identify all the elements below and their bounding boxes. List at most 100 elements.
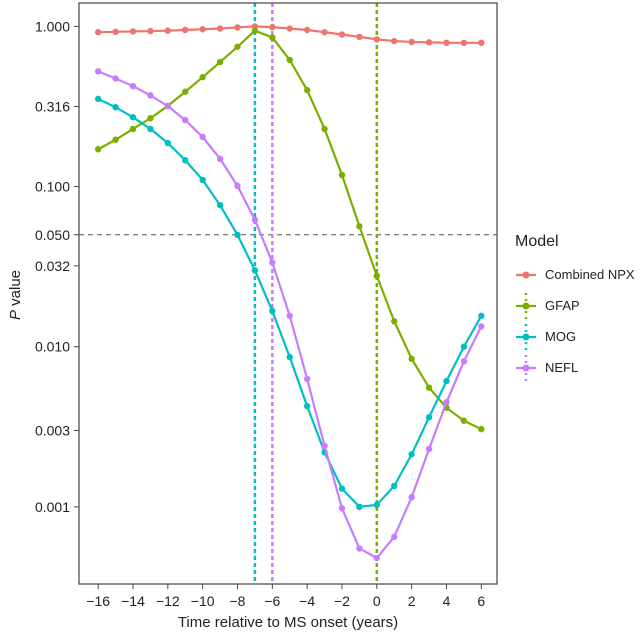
point-nefl	[269, 259, 276, 266]
point-combined-npx	[147, 27, 154, 35]
point-mog	[425, 414, 433, 421]
legend-label: MOG	[545, 329, 577, 344]
point-nefl	[356, 545, 363, 552]
plot-frame	[78, 2, 498, 585]
point-combined-npx	[94, 29, 102, 36]
point-gfap	[94, 146, 102, 153]
point-nefl	[338, 505, 346, 512]
point-gfap	[129, 125, 137, 133]
point-nefl	[425, 445, 433, 453]
point-nefl	[216, 155, 224, 163]
point-combined-npx	[234, 24, 241, 31]
y-tick-label: 0.032	[35, 258, 70, 274]
y-tick-label: 0.100	[35, 179, 70, 195]
point-mog	[478, 312, 485, 319]
point-combined-npx	[478, 39, 485, 47]
point-combined-npx	[408, 38, 415, 46]
point-mog	[338, 485, 346, 492]
series-line-mog	[97, 97, 483, 509]
point-gfap	[356, 223, 363, 230]
point-mog	[460, 343, 468, 350]
point-gfap	[199, 73, 206, 81]
point-combined-npx	[338, 31, 346, 38]
point-nefl	[164, 102, 172, 110]
x-tick-label: −2	[334, 593, 350, 609]
y-tick-label: 0.050	[35, 227, 70, 243]
legend-label: NEFL	[545, 360, 579, 375]
point-mog	[94, 95, 102, 103]
point-mog	[199, 176, 206, 184]
point-gfap	[373, 272, 381, 280]
point-combined-npx	[443, 39, 450, 47]
x-tick-label: 4	[443, 593, 451, 609]
x-tick-label: 2	[408, 593, 416, 609]
x-tick-label: −4	[299, 593, 315, 609]
point-nefl	[182, 116, 189, 124]
point-gfap	[391, 318, 398, 325]
point-nefl	[321, 442, 328, 450]
legend-key-mog	[516, 323, 536, 350]
x-tick-label: −6	[264, 593, 280, 609]
point-nefl	[373, 554, 381, 562]
point-mog	[182, 157, 189, 164]
point-mog	[129, 114, 137, 121]
point-nefl	[251, 216, 259, 224]
x-tick-label: −10	[191, 593, 215, 609]
point-gfap	[338, 171, 346, 179]
legend-item-mog: MOG	[515, 321, 635, 352]
point-combined-npx	[356, 33, 363, 41]
point-gfap	[321, 125, 328, 133]
y-tick-label: 0.010	[35, 339, 70, 355]
point-combined-npx	[373, 36, 381, 43]
point-gfap	[112, 136, 119, 143]
point-mog	[373, 501, 381, 509]
point-nefl	[112, 75, 119, 82]
x-tick-label: −16	[86, 593, 110, 609]
legend: Model Combined NPX GFAP MOG NEFL	[515, 233, 635, 383]
legend-label: Combined NPX	[545, 267, 635, 282]
legend-key-nefl	[516, 354, 536, 381]
point-nefl	[443, 399, 450, 406]
point-nefl	[286, 312, 293, 319]
point-gfap	[216, 58, 224, 66]
point-nefl	[408, 493, 415, 501]
point-nefl	[478, 323, 485, 330]
legend-label: GFAP	[545, 298, 580, 313]
point-gfap	[269, 34, 276, 41]
point-nefl	[234, 182, 241, 190]
y-tick-label: 0.001	[35, 499, 70, 515]
point-mog	[356, 503, 363, 511]
x-tick-label: −8	[230, 593, 246, 609]
point-combined-npx	[164, 27, 172, 34]
y-tick-label: 0.003	[35, 422, 70, 438]
point-mog	[112, 103, 119, 111]
y-axis-title: P value	[7, 270, 24, 320]
point-gfap	[234, 43, 241, 50]
y-tick-label: 1.000	[35, 18, 70, 34]
point-mog	[147, 125, 154, 133]
point-gfap	[303, 86, 311, 94]
point-combined-npx	[286, 25, 293, 32]
point-combined-npx	[391, 37, 398, 45]
point-nefl	[147, 92, 154, 99]
legend-item-gfap: GFAP	[515, 290, 635, 321]
point-mog	[251, 267, 259, 274]
point-combined-npx	[182, 26, 189, 34]
point-gfap	[182, 88, 189, 95]
point-gfap	[408, 355, 415, 363]
x-tick-label: −14	[121, 593, 145, 609]
point-gfap	[478, 425, 485, 433]
point-combined-npx	[303, 26, 311, 34]
point-gfap	[251, 27, 259, 34]
point-mog	[164, 139, 172, 147]
legend-item-combined-npx: Combined NPX	[515, 259, 635, 290]
point-nefl	[94, 68, 102, 75]
legend-title: Model	[515, 233, 559, 250]
point-gfap	[286, 56, 293, 64]
x-tick-label: 0	[373, 593, 381, 609]
point-mog	[408, 451, 415, 458]
point-mog	[286, 353, 293, 361]
point-combined-npx	[460, 39, 468, 47]
point-gfap	[425, 384, 433, 391]
